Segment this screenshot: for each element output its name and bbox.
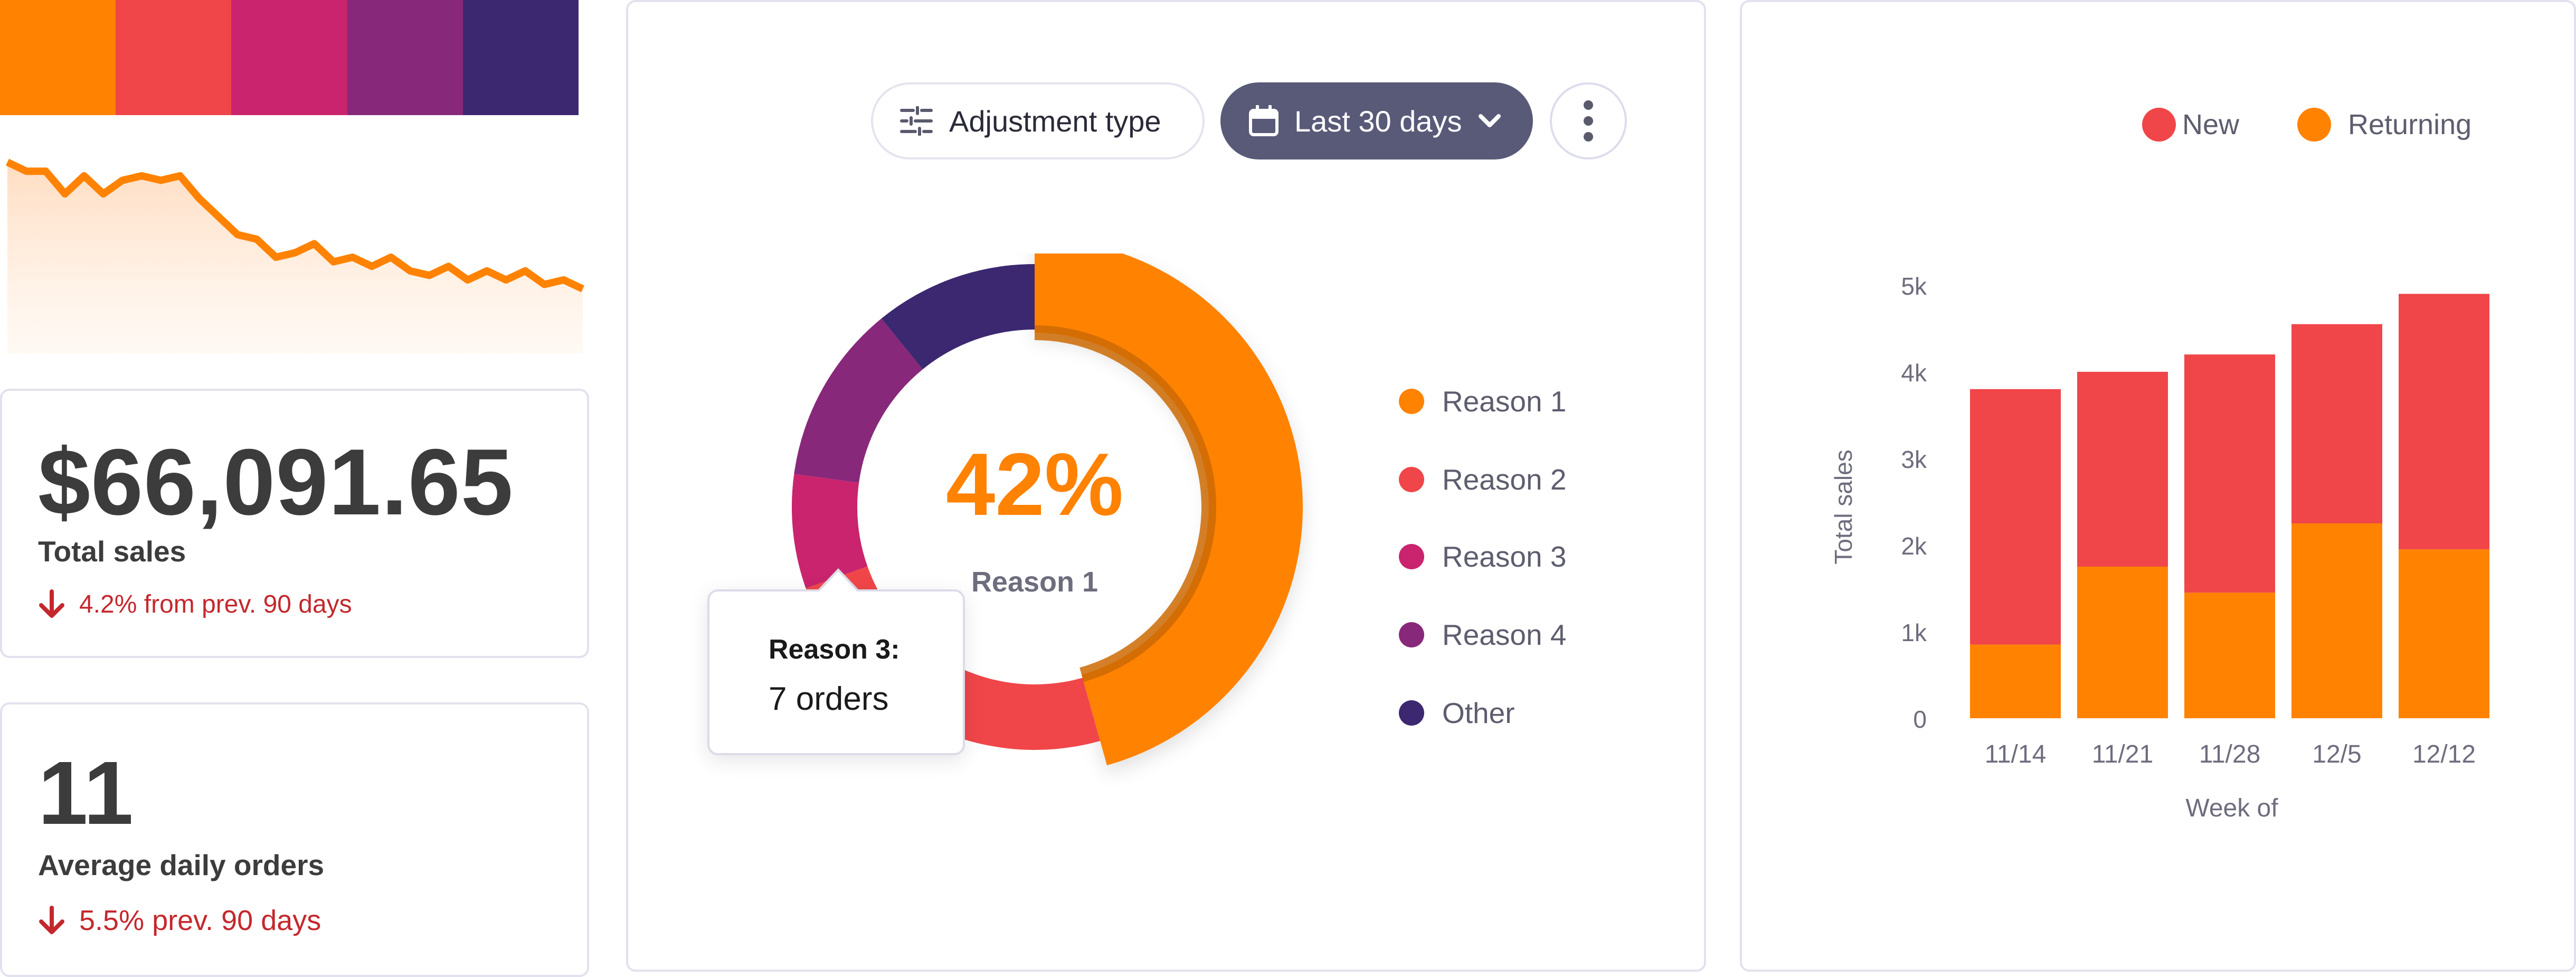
average-daily-orders-change-text: 5.5% prev. 90 days	[79, 905, 321, 936]
legend-swatch	[1399, 700, 1424, 726]
average-daily-orders-change: 5.5% prev. 90 days	[38, 904, 321, 937]
donut-slice-reason-4[interactable]	[794, 318, 923, 483]
chevron-down-icon	[1478, 114, 1501, 127]
donut-center-label: Reason 1	[971, 566, 1098, 598]
bar-returning[interactable]	[2291, 523, 2382, 718]
slice-tooltip: Reason 3: 7 orders	[707, 589, 965, 755]
legend-swatch	[1399, 544, 1424, 569]
x-tick-label: 11/14	[1985, 740, 2047, 768]
y-axis-label: Total sales	[1830, 449, 1857, 564]
y-tick-label: 3k	[1901, 446, 1927, 473]
weekly-sales-bar-chart: New Returning 0 1k 2k 3k 4k 5k Total sales 11/14 1…	[1830, 108, 2489, 822]
bar-returning[interactable]	[2399, 549, 2489, 718]
adjustment-type-button[interactable]: Adjustment type	[871, 82, 1205, 159]
filter-sliders-icon	[900, 106, 933, 136]
sparkline-line	[6, 158, 584, 293]
total-sales-label: Total sales	[38, 535, 186, 568]
y-tick-label: 2k	[1901, 532, 1927, 560]
y-tick-label: 4k	[1901, 359, 1927, 387]
total-sales-change-text: 4.2% from prev. 90 days	[79, 590, 352, 618]
average-daily-orders-value: 11	[38, 743, 134, 843]
more-vertical-icon	[1584, 100, 1593, 142]
swatch-magenta	[231, 0, 347, 115]
bar-new[interactable]	[2184, 354, 2275, 593]
x-tick-label: 12/5	[2312, 740, 2361, 768]
date-range-dropdown[interactable]: Last 30 days	[1220, 82, 1533, 159]
tooltip-title: Reason 3:	[769, 634, 900, 665]
adjustment-reasons-donut: 42% Reason 1	[792, 253, 1303, 766]
legend-swatch	[1399, 622, 1424, 647]
legend-item[interactable]: Reason 1	[1399, 384, 1566, 418]
swatch-orange	[0, 0, 116, 115]
sales-sparkline	[6, 158, 584, 354]
total-sales-value: $66,091.65	[38, 429, 514, 534]
sparkline-area	[7, 162, 583, 354]
tooltip-pointer-fill	[819, 571, 857, 591]
bar-returning[interactable]	[2077, 567, 2168, 718]
bar-legend-swatch	[2142, 108, 2176, 142]
legend-swatch	[1399, 467, 1424, 492]
average-daily-orders-card: 11 Average daily orders 5.5% prev. 90 da…	[0, 702, 589, 977]
bar-new[interactable]	[2077, 372, 2168, 567]
legend-label: Other	[1442, 697, 1515, 729]
x-tick-label: 11/21	[2092, 740, 2154, 768]
total-sales-change: 4.2% from prev. 90 days	[38, 589, 352, 619]
legend-label: Reason 2	[1442, 463, 1567, 496]
donut-center-value: 42%	[946, 435, 1123, 534]
more-options-button[interactable]	[1550, 82, 1627, 159]
tooltip-value: 7 orders	[769, 681, 889, 717]
calendar-icon	[1249, 105, 1278, 136]
x-tick-label: 12/12	[2412, 740, 2476, 768]
color-swatch-strip	[0, 0, 579, 115]
bar-new[interactable]	[2291, 324, 2382, 523]
bar-legend-label: Returning	[2348, 109, 2471, 140]
legend-item[interactable]: Other	[1399, 696, 1515, 730]
bar-returning[interactable]	[1970, 644, 2061, 718]
x-tick-label: 11/28	[2199, 740, 2261, 768]
bar-legend-label: New	[2182, 109, 2240, 140]
date-range-label: Last 30 days	[1294, 104, 1462, 138]
legend-label: Reason 3	[1442, 540, 1567, 573]
average-daily-orders-label: Average daily orders	[38, 849, 325, 881]
x-axis-label: Week of	[2185, 794, 2278, 822]
legend-item[interactable]: Reason 4	[1399, 618, 1566, 652]
donut-slice-other[interactable]	[881, 264, 1035, 370]
swatch-purple	[347, 0, 463, 115]
legend-item[interactable]: Reason 3	[1399, 540, 1566, 574]
y-tick-label: 0	[1913, 706, 1927, 733]
legend-label: Reason 4	[1442, 618, 1567, 651]
bar-new[interactable]	[2399, 294, 2489, 550]
donut-slice-reason-1[interactable]	[1035, 253, 1303, 766]
swatch-red	[116, 0, 232, 115]
adjustment-type-label: Adjustment type	[949, 104, 1161, 138]
legend-item[interactable]: Reason 2	[1399, 463, 1566, 496]
bar-returning[interactable]	[2184, 593, 2275, 718]
swatch-indigo	[462, 0, 579, 115]
arrow-down-icon	[39, 906, 64, 934]
y-tick-label: 5k	[1901, 273, 1927, 300]
y-tick-label: 1k	[1901, 619, 1927, 646]
arrow-down-icon	[39, 589, 64, 618]
donut-slice-reason-3[interactable]	[792, 474, 868, 589]
bar-new[interactable]	[1970, 389, 2061, 645]
legend-label: Reason 1	[1442, 385, 1567, 418]
bar-legend-swatch	[2297, 108, 2331, 142]
legend-swatch	[1399, 389, 1424, 414]
total-sales-card: $66,091.65 Total sales 4.2% from prev. 9…	[0, 389, 589, 658]
